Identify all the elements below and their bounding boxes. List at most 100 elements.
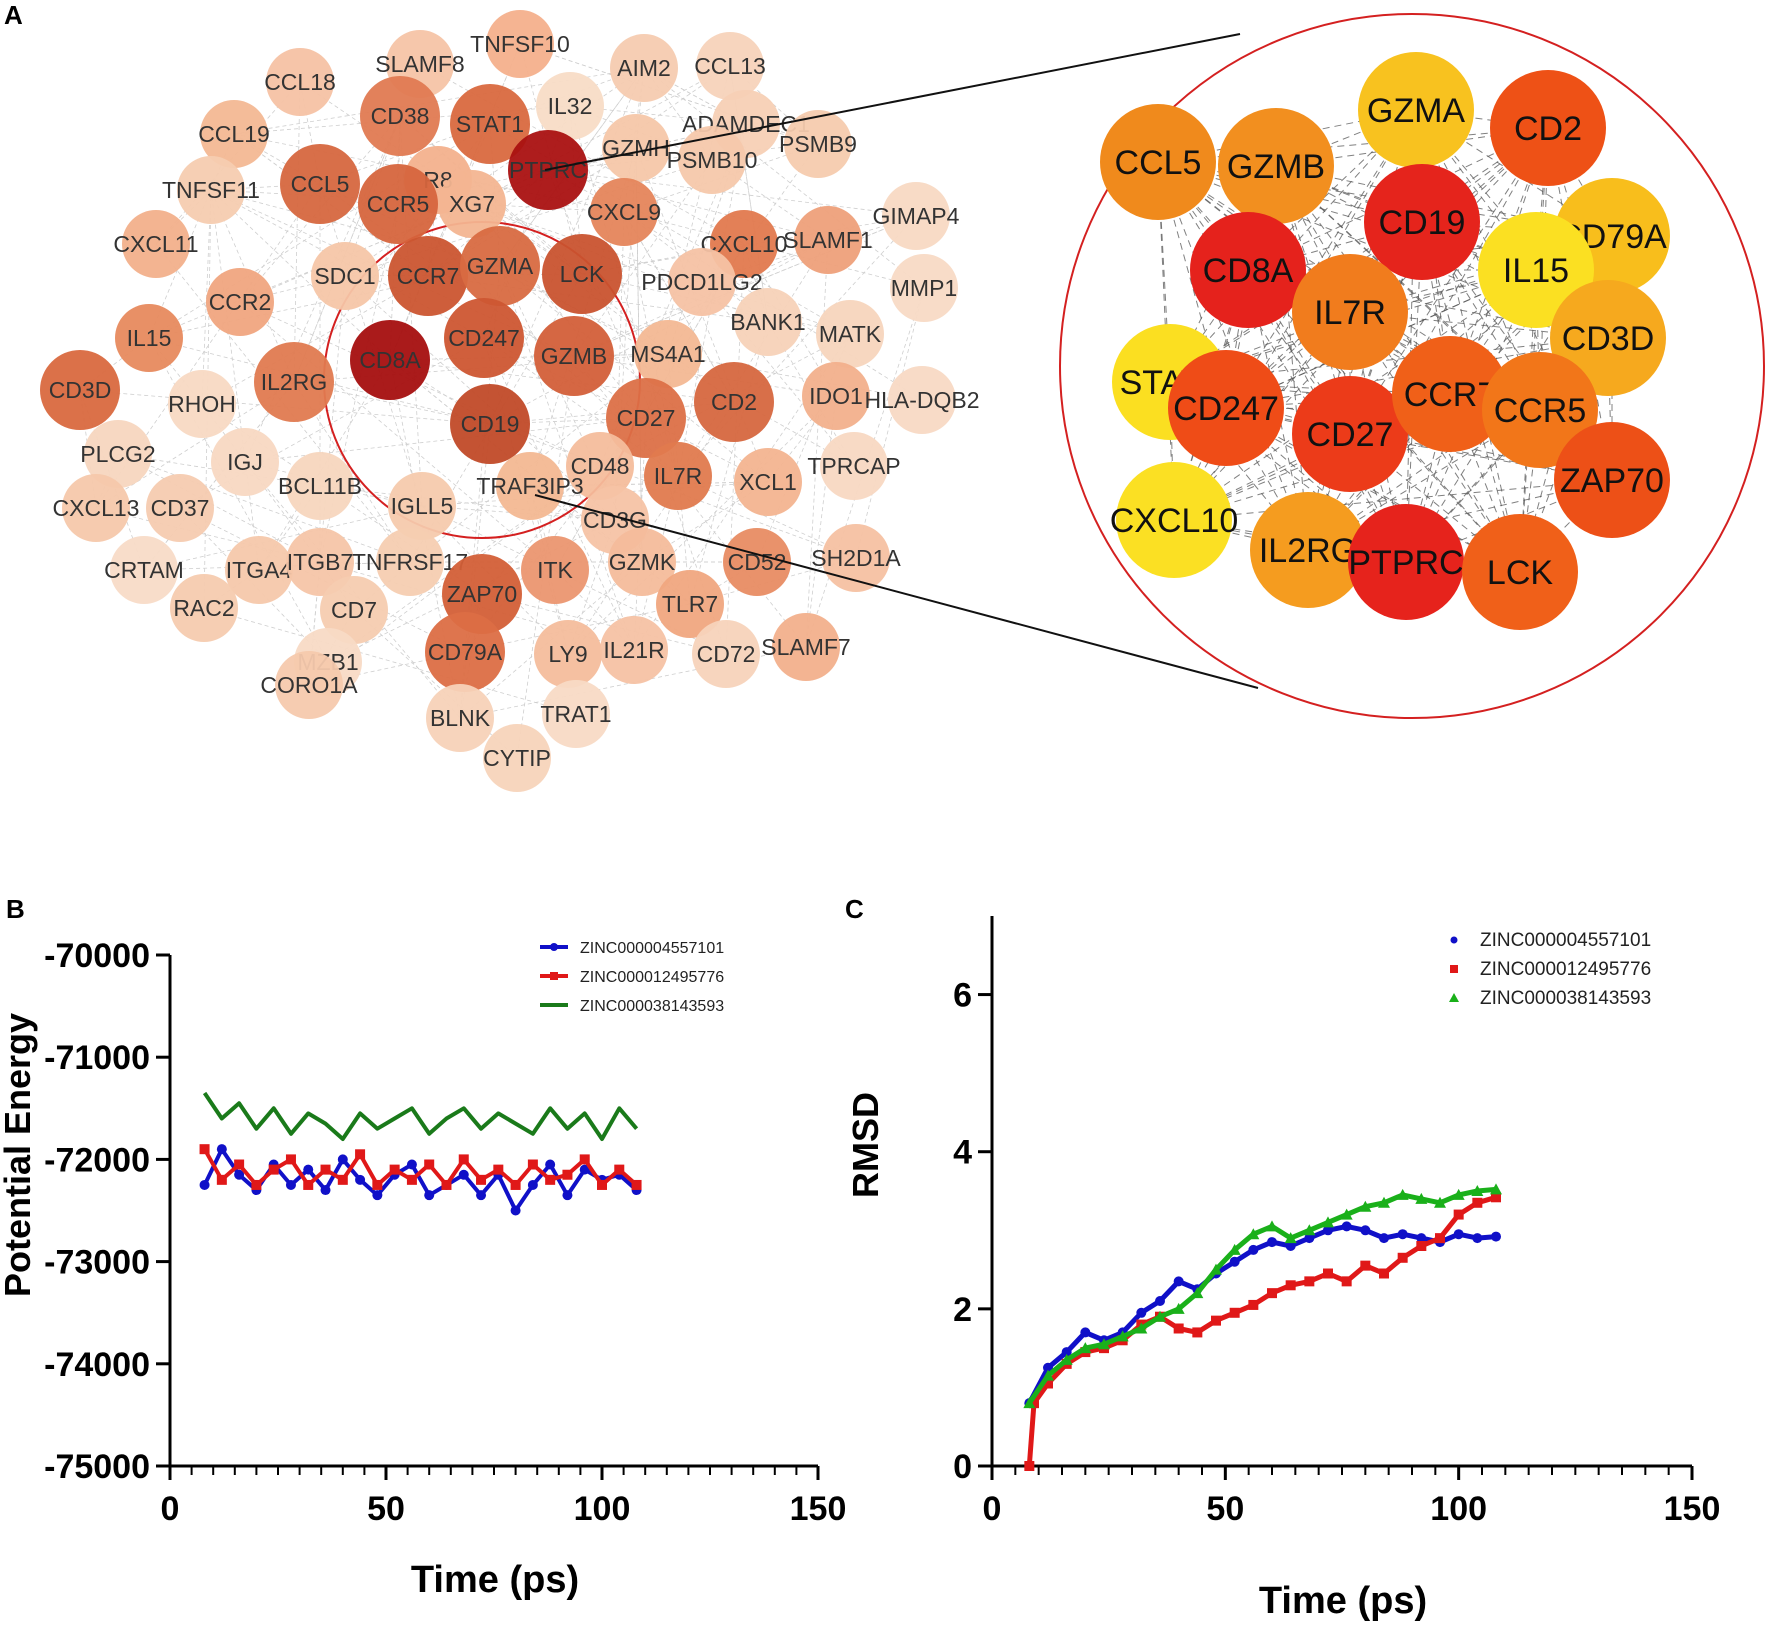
network-node-label: BCL11B: [278, 473, 362, 499]
network-node-circle: [610, 34, 678, 102]
network-node-ido1: IDO1: [802, 362, 870, 430]
zoom-edge: [1247, 269, 1521, 573]
legend-entry: ZINC000012495776: [540, 969, 724, 986]
network-node-circle: [590, 178, 658, 246]
network-node-bank1: BANK1: [730, 288, 806, 356]
zoom-node-label: CD2: [1514, 110, 1582, 148]
network-node-circle: [177, 156, 245, 224]
network-node-psmb10: PSMB10: [667, 126, 758, 194]
zoom-node-circle: [1554, 422, 1670, 538]
network-edge: [210, 189, 391, 361]
x-tick-label: 50: [1206, 1490, 1244, 1528]
network-node-circle: [794, 206, 862, 274]
zoom-node-label: CCL5: [1115, 144, 1202, 182]
y-tick-label: -73000: [44, 1244, 150, 1282]
network-node-label: CCR5: [367, 191, 430, 217]
zoom-node-circle: [1292, 376, 1408, 492]
data-point: [1452, 1188, 1465, 1200]
data-point: [234, 1159, 245, 1170]
network-node-ccl18: CCL18: [264, 48, 336, 116]
network-node-label: XCL1: [739, 469, 797, 495]
series-zinc000038143593: [1023, 1183, 1502, 1409]
x-tick-label: 150: [1664, 1490, 1721, 1528]
network-node-rhoh: RHOH: [168, 370, 236, 438]
zoom-node-label: IL7R: [1314, 294, 1386, 332]
network-node-circle: [692, 620, 760, 688]
network-node-circle: [225, 536, 293, 604]
data-point: [1322, 1216, 1334, 1228]
legend-marker: [550, 943, 558, 951]
legend-label: ZINC000038143593: [1480, 988, 1651, 1009]
data-point: [1323, 1225, 1333, 1236]
data-point: [1173, 1276, 1184, 1287]
network-node-itgb7: ITGB7: [286, 528, 354, 596]
data-point: [476, 1190, 487, 1201]
data-point: [441, 1179, 452, 1190]
zoom-edge: [1225, 407, 1613, 481]
data-point: [424, 1159, 435, 1170]
network-node-circle: [678, 126, 746, 194]
data-point: [216, 1174, 227, 1185]
zoom-edge: [1157, 161, 1407, 563]
zoom-node-label: CD8A: [1203, 252, 1294, 290]
zoom-edge: [1307, 409, 1541, 551]
network-node-circle: [600, 616, 668, 684]
network-node-circle: [822, 524, 890, 592]
network-edge: [117, 453, 411, 563]
zoom-edge: [1225, 109, 1417, 409]
network-node-label: CCL18: [264, 69, 336, 95]
network-node-label: CD37: [151, 495, 210, 521]
network-node-circle: [784, 110, 852, 178]
data-point: [1378, 1196, 1390, 1208]
network-node-label: IGJ: [227, 449, 263, 475]
network-node-bcl11b: BCL11B: [278, 452, 362, 520]
network-node-blnk: BLNK: [426, 684, 494, 752]
network-node-label: IGLL5: [391, 493, 454, 519]
network-node-label: PSMB10: [667, 147, 758, 173]
data-point: [1042, 1369, 1054, 1381]
zoom-node-label: CCR7: [1404, 376, 1497, 414]
network-node-label: CCR7: [397, 263, 460, 289]
data-point: [1229, 1307, 1240, 1318]
network-node-circle: [286, 528, 354, 596]
legend-swatch: [1449, 993, 1459, 1002]
data-point: [285, 1179, 296, 1190]
network-node-circle: [696, 32, 764, 100]
data-point: [1247, 1228, 1260, 1240]
network-node-circle: [816, 300, 884, 368]
network-node-label: CD2: [711, 389, 757, 415]
network-node-circle: [62, 474, 130, 542]
network-node-label: CD52: [728, 549, 787, 575]
network-node-label: BANK1: [730, 309, 805, 335]
zoom-node-label: IL2RG: [1259, 532, 1357, 570]
zoom-node-label: LCK: [1487, 554, 1553, 592]
network-node-xg7: XG7: [438, 170, 506, 238]
network-node-sdc1: SDC1: [311, 242, 379, 310]
network-node-label: MMP1: [891, 275, 957, 301]
zoom-node-circle: [1478, 212, 1594, 328]
network-edge: [573, 159, 713, 357]
data-point: [545, 1159, 556, 1170]
zoom-connector-top: [544, 33, 1241, 171]
chart-potential-energy: 0 50 100 150 -70000 -71000 -72000 -73000 -74000 -…: [0, 937, 846, 1601]
data-point: [1397, 1229, 1408, 1240]
legend-entry: ZINC000012495776: [1450, 959, 1651, 980]
series-zinc000004557101: [1024, 1221, 1501, 1409]
zoom-connector-bottom: [534, 494, 1259, 689]
data-point: [545, 1174, 556, 1185]
network-node-circle: [542, 680, 610, 748]
network-node-tnfrsf17: TNFRSF17: [352, 528, 468, 596]
zoom-node-cd247: CD247: [1168, 350, 1284, 466]
data-point: [1266, 1220, 1278, 1232]
network-node-label: CD27: [617, 405, 676, 431]
data-point: [1396, 1188, 1409, 1200]
network-node-label: SLAMF7: [761, 634, 850, 660]
network-node-label: CD8A: [359, 347, 421, 373]
network-node-circle: [350, 320, 430, 400]
chart-b-ylabel: Potential Energy: [0, 1013, 38, 1297]
data-point: [199, 1179, 210, 1190]
network-node-label: SH2D1A: [811, 545, 901, 571]
network-node-circle: [122, 210, 190, 278]
network-node-cxcl13: CXCL13: [53, 474, 139, 542]
network-edge: [573, 239, 829, 357]
